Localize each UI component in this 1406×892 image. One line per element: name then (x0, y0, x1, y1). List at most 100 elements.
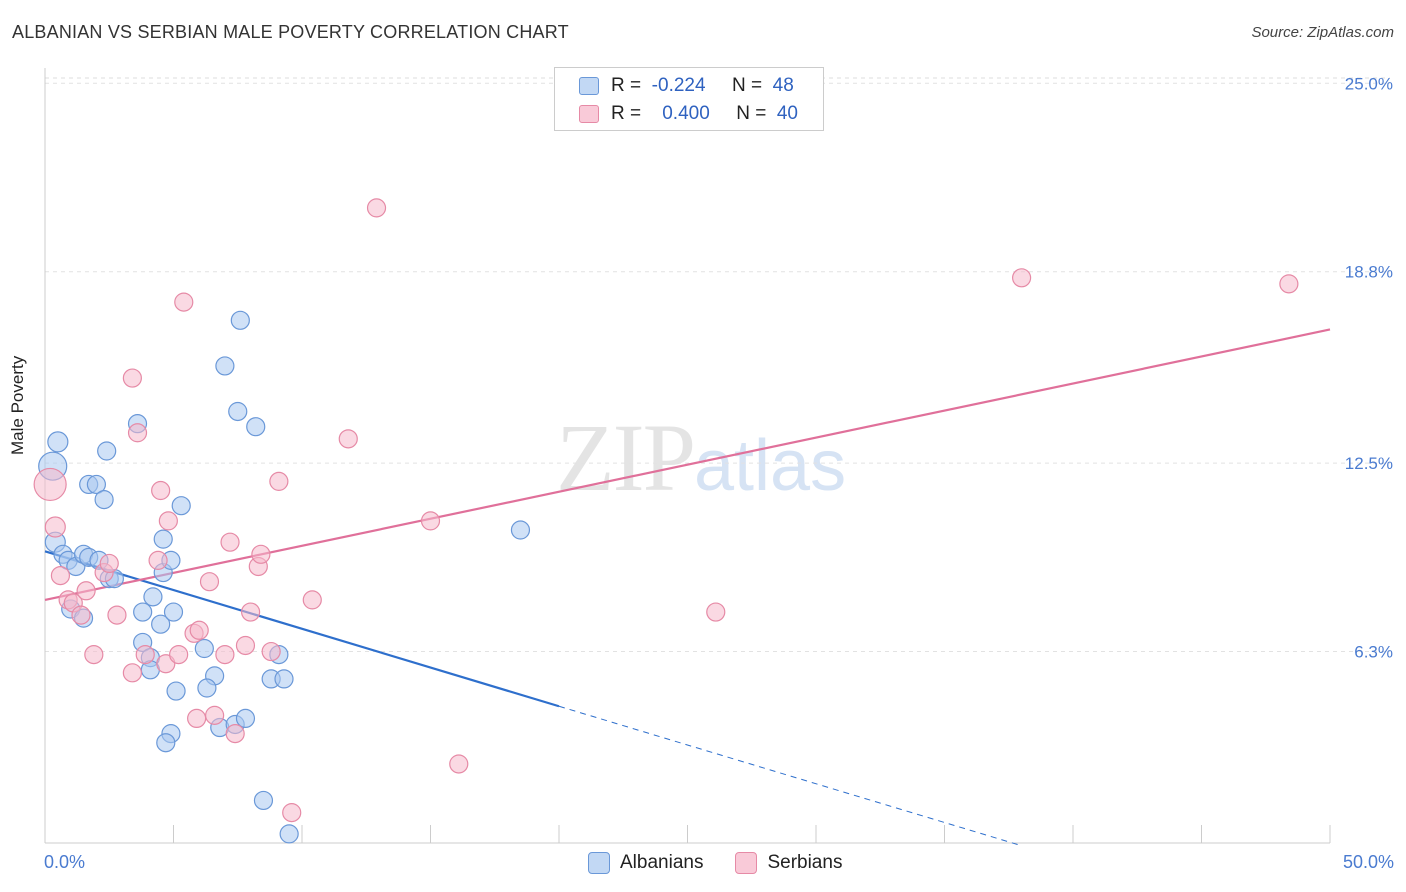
serbian-trend-line (44, 328, 1331, 601)
correlation-legend: R = -0.224 N = 48 R = 0.400 N = 40 (554, 67, 824, 131)
albanian-point (246, 417, 266, 437)
legend-n-label: N = (736, 103, 767, 124)
serbian-point (122, 368, 142, 388)
albanian-point (143, 587, 163, 607)
serbian-point (235, 635, 256, 656)
legend-n-value: 48 (772, 75, 794, 96)
albanian-point (230, 310, 250, 330)
albanian-point (253, 790, 274, 811)
serbian-point (706, 602, 726, 622)
albanian-point (86, 474, 107, 495)
serbian-point (1011, 268, 1032, 288)
serbian-point (199, 572, 220, 592)
legend-n-value: 40 (776, 103, 798, 124)
albanian-point (156, 733, 176, 753)
serbian-point (50, 565, 71, 586)
serbian-point (71, 605, 91, 625)
legend-n-label: N = (731, 75, 763, 96)
serbian-point (99, 553, 119, 574)
watermark-atlas: atlas (694, 426, 847, 506)
legend-r-value: 0.400 (662, 103, 710, 124)
y-tick-label: 6.3% (1354, 643, 1393, 662)
watermark: ZIPatlas (556, 402, 846, 513)
series-label-albanians: Albanians (620, 852, 704, 873)
source-label: Source: ZipAtlas.com (1251, 24, 1394, 41)
serbian-point (449, 754, 469, 774)
albanian-point (228, 401, 248, 422)
series-label-serbians: Serbians (767, 852, 843, 873)
serbian-point (127, 423, 148, 443)
y-tick-label: 12.5% (1345, 454, 1393, 473)
albanian-point (94, 490, 114, 510)
albanian-point (153, 529, 173, 549)
legend-swatch-serbians (579, 105, 599, 123)
y-axis-label: Male Poverty (8, 355, 27, 455)
albanian-point (133, 602, 153, 622)
data-points (33, 198, 1299, 844)
albanian-trend-extension (558, 705, 1022, 847)
serbian-point (302, 590, 322, 610)
serbian-point (33, 467, 67, 502)
legend-swatch-albanians (579, 77, 599, 95)
y-tick-labels: 6.3% 12.5% 18.8% 25.0% (1345, 74, 1393, 661)
albanian-point (151, 614, 171, 634)
legend-r-value: -0.224 (651, 75, 706, 96)
albanian-trend-line (44, 550, 560, 708)
serbian-point (76, 581, 96, 601)
serbian-point (205, 705, 225, 725)
serbian-point (158, 511, 178, 531)
serbian-point (174, 292, 194, 312)
serbian-point (366, 198, 387, 218)
serbian-point (338, 429, 358, 449)
series-legend-serbians: Serbians (735, 852, 842, 874)
serbian-point (135, 644, 155, 665)
albanian-point (194, 638, 214, 659)
serbian-point (189, 620, 209, 640)
albanian-point (171, 496, 191, 516)
series-swatch-albanians (588, 852, 610, 874)
series-swatch-serbians (735, 852, 758, 874)
legend-row-albanians: R = -0.224 N = 48 (579, 74, 794, 98)
serbian-point (107, 605, 127, 625)
x-tick-min: 0.0% (44, 852, 86, 872)
series-legend-albanians: Albanians (588, 852, 703, 874)
serbian-point (261, 641, 281, 662)
albanian-point (166, 681, 186, 701)
legend-row-serbians: R = 0.400 N = 40 (579, 102, 798, 126)
serbian-point (151, 480, 171, 501)
y-tick-label: 25.0% (1345, 74, 1393, 93)
serbian-point (148, 550, 168, 570)
x-tick-max: 50.0% (1342, 852, 1394, 872)
albanian-point (274, 669, 294, 689)
serbian-point (269, 471, 289, 491)
chart-title: ALBANIAN VS SERBIAN MALE POVERTY CORRELA… (12, 22, 569, 42)
legend-r-label: R = (611, 75, 642, 96)
serbian-point (187, 708, 207, 729)
serbian-point (44, 516, 66, 538)
albanian-point (510, 520, 531, 540)
serbian-point (282, 803, 302, 823)
albanian-point (215, 356, 235, 376)
serbian-point (225, 724, 245, 744)
watermark-zip: ZIP (556, 404, 696, 511)
serbian-point (251, 544, 271, 564)
serbian-point (1279, 274, 1299, 294)
albanian-point (97, 441, 117, 461)
serbian-point (220, 532, 240, 552)
serbian-point (122, 663, 142, 683)
serbian-point (420, 511, 441, 531)
albanian-point (47, 431, 69, 453)
legend-r-label: R = (611, 103, 642, 124)
serbian-point (215, 644, 235, 665)
serbian-point (84, 644, 104, 665)
y-tick-label: 18.8% (1345, 263, 1393, 282)
serbian-point (241, 602, 261, 622)
albanian-point (279, 824, 299, 844)
serbian-point (169, 644, 189, 665)
albanian-point (163, 602, 184, 622)
albanian-point (235, 708, 256, 729)
albanian-point (197, 678, 217, 698)
gridlines (45, 77, 1390, 653)
series-legend: Albanians Serbians (588, 852, 874, 874)
